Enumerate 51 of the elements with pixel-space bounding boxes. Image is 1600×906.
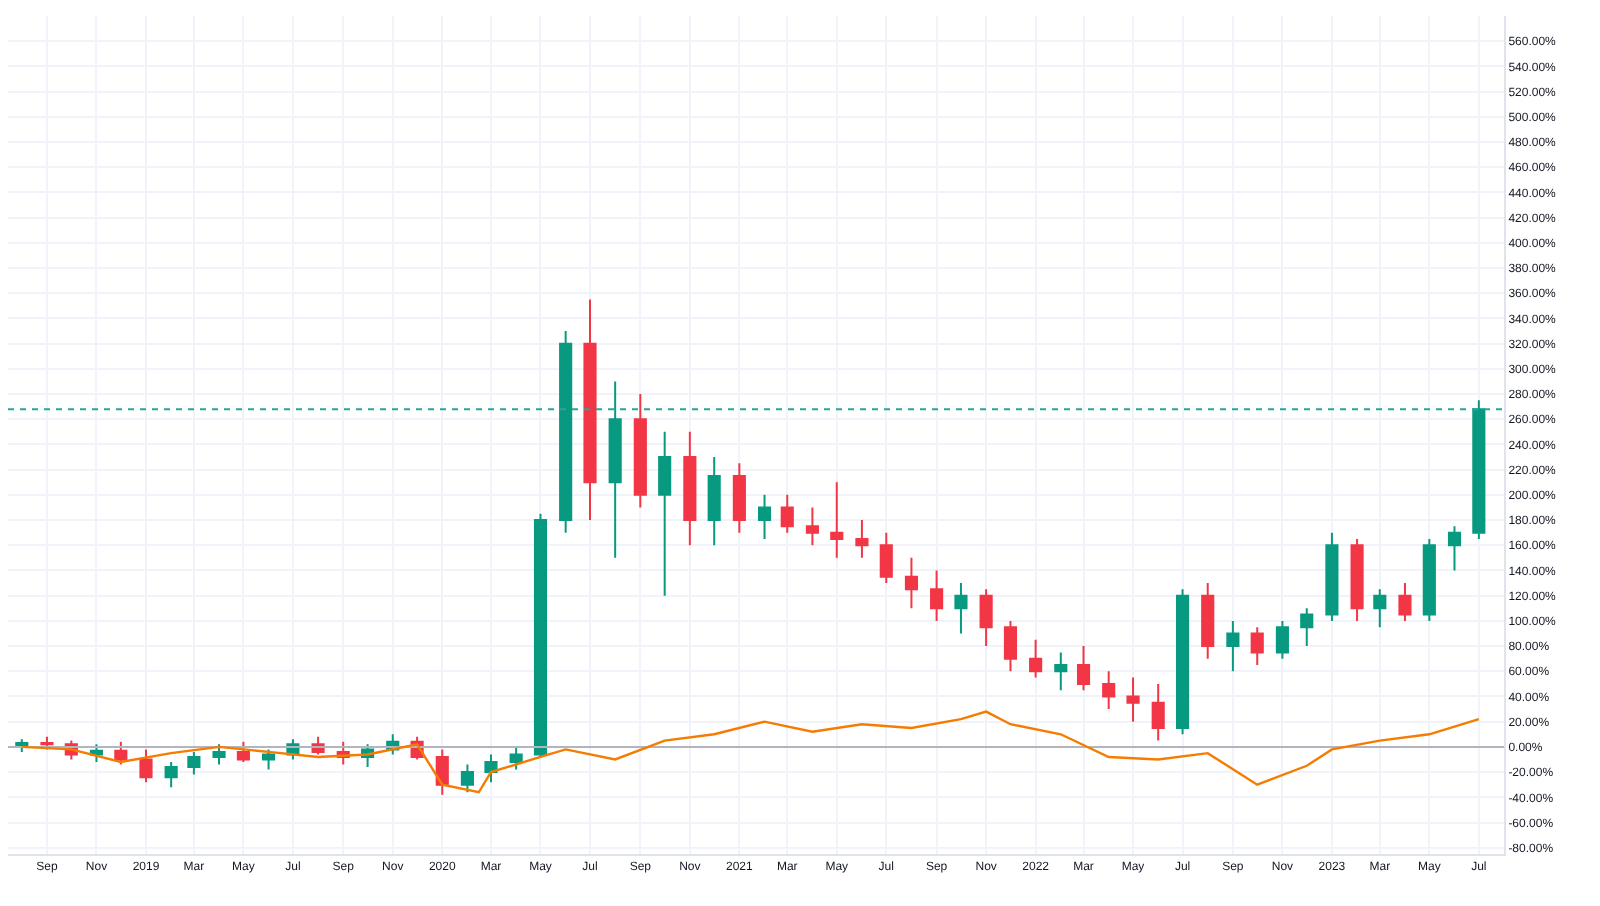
candlestick bbox=[1300, 607, 1314, 648]
candlestick bbox=[262, 748, 276, 771]
candlestick bbox=[830, 481, 844, 559]
candlestick bbox=[1398, 582, 1412, 622]
candlestick bbox=[1201, 582, 1215, 660]
candlestick bbox=[164, 761, 178, 789]
candlestick bbox=[732, 462, 746, 534]
candlestick bbox=[187, 750, 201, 776]
candlestick bbox=[533, 512, 548, 758]
candlestick bbox=[707, 456, 721, 547]
candlestick bbox=[879, 531, 893, 585]
candlestick bbox=[805, 506, 819, 547]
candlestick bbox=[855, 519, 869, 559]
candlestick bbox=[1275, 619, 1289, 660]
candlestick bbox=[1325, 531, 1339, 622]
candlestick bbox=[954, 582, 968, 635]
candlestick bbox=[435, 748, 449, 796]
candlestick bbox=[1102, 670, 1116, 711]
candlestick bbox=[1422, 537, 1436, 622]
candlestick bbox=[930, 569, 944, 622]
candlestick bbox=[484, 753, 498, 784]
candlestick bbox=[1226, 619, 1240, 673]
candlestick bbox=[608, 380, 622, 559]
candlestick bbox=[1151, 682, 1165, 742]
candlestick bbox=[1447, 525, 1462, 572]
candlestick bbox=[979, 588, 993, 648]
candlestick bbox=[1373, 588, 1387, 629]
candlestick bbox=[1176, 588, 1190, 736]
candlestick bbox=[1003, 619, 1018, 673]
candlestick bbox=[559, 330, 573, 534]
candlestick bbox=[509, 745, 523, 771]
candlestick bbox=[236, 740, 250, 763]
candlestick bbox=[139, 748, 153, 784]
candlestick bbox=[1029, 638, 1043, 679]
candlestick bbox=[658, 430, 672, 597]
candlestick bbox=[1054, 651, 1068, 692]
candlestick bbox=[1250, 626, 1264, 666]
candlestick bbox=[460, 763, 474, 794]
candlestick bbox=[780, 493, 794, 534]
candlestick bbox=[683, 430, 697, 547]
candlestick bbox=[1076, 645, 1091, 692]
candlestick bbox=[757, 493, 772, 540]
candlestick bbox=[114, 740, 128, 766]
candlestick bbox=[904, 556, 919, 610]
candlestick bbox=[212, 743, 226, 766]
candlestick bbox=[583, 298, 597, 522]
candlestick bbox=[1350, 537, 1364, 622]
candlestick bbox=[1472, 399, 1486, 540]
candlestick bbox=[633, 393, 647, 509]
line-series bbox=[20, 710, 1481, 794]
candlestick bbox=[1126, 676, 1140, 723]
